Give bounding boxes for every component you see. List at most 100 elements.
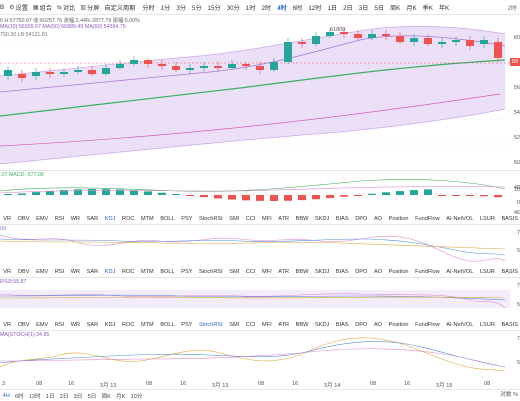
indicator-tab-sar[interactable]: SAR bbox=[86, 216, 99, 222]
indicator-tab-vr[interactable]: VR bbox=[3, 322, 12, 328]
indicator-tab-ao[interactable]: AO bbox=[373, 269, 383, 275]
custom-period-button[interactable]: 自定义周期 bbox=[104, 3, 135, 12]
indicator-tab-bbw[interactable]: BBW bbox=[295, 216, 309, 222]
indicator-tab-roc[interactable]: ROC bbox=[121, 322, 135, 328]
indicator-tab-bbw[interactable]: BBW bbox=[295, 322, 309, 328]
timeframe-tab[interactable]: 15分 bbox=[207, 4, 221, 12]
indicator-tab-mtm[interactable]: MTM bbox=[140, 216, 154, 222]
indicator-tab-kdj[interactable]: KDJ bbox=[104, 269, 116, 275]
indicator-tab-basis[interactable]: BASIS bbox=[501, 322, 518, 328]
indicator-tab-skdj[interactable]: SKDJ bbox=[314, 216, 330, 222]
timeframe-tab[interactable]: 周K bbox=[390, 4, 401, 12]
timeframe-tab[interactable]: 3分 bbox=[176, 4, 186, 12]
indicator-tab-cci[interactable]: CCI bbox=[245, 216, 256, 222]
indicator-tab-boll[interactable]: BOLL bbox=[160, 269, 175, 275]
timeframe-tab[interactable]: 2日 bbox=[343, 4, 353, 12]
timeframe-tab[interactable]: 30分 bbox=[226, 4, 240, 12]
indicator-tab-stochrsi[interactable]: StochRSI bbox=[199, 216, 223, 222]
indicator-tab-smi[interactable]: SMI bbox=[229, 322, 240, 328]
indicator-tab-atr[interactable]: ATR bbox=[278, 269, 290, 275]
indicator-tab-psy[interactable]: PSY bbox=[181, 269, 193, 275]
timeframe-tab[interactable]: 6时 bbox=[292, 4, 303, 12]
indicator-tab-ai-netvol[interactable]: AI-NetVOL bbox=[446, 322, 474, 328]
bottom-timeframe-tab[interactable]: 10分 bbox=[130, 393, 143, 400]
bottom-timeframe-tab[interactable]: 月K bbox=[116, 393, 126, 400]
indicator-tab-obv[interactable]: OBV bbox=[17, 322, 30, 328]
indicator-tab-basis[interactable]: BASIS bbox=[501, 269, 518, 275]
indicator-tab-fundflow[interactable]: FundFlow bbox=[415, 216, 440, 222]
indicator-tab-cci[interactable]: CCI bbox=[245, 322, 256, 328]
indicator-tab-smi[interactable]: SMI bbox=[229, 269, 240, 275]
indicator-tab-stochrsi[interactable]: StochRSI bbox=[199, 269, 223, 275]
indicator-tab-kdj[interactable]: KDJ bbox=[104, 322, 116, 328]
indicator-tab-sar[interactable]: SAR bbox=[86, 322, 99, 328]
bottom-timeframe-tab[interactable]: 12时 bbox=[28, 393, 41, 400]
indicator-tab-cci[interactable]: CCI bbox=[245, 269, 256, 275]
indicator-tab-vr[interactable]: VR bbox=[3, 216, 12, 222]
timeframe-tab[interactable]: 12时 bbox=[308, 4, 322, 12]
indicator-tab-dpo[interactable]: DPO bbox=[355, 269, 368, 275]
indicator-tab-emv[interactable]: EMV bbox=[36, 216, 49, 222]
indicator-tab-bbw[interactable]: BBW bbox=[295, 269, 309, 275]
compare-button[interactable]: ⇆ 对比 bbox=[57, 3, 75, 12]
bottom-timeframe-tab[interactable]: 5日 bbox=[87, 393, 97, 400]
timeframe-tab[interactable]: 2时 bbox=[261, 4, 272, 12]
timeframe-tab[interactable]: 4时 bbox=[277, 4, 287, 12]
indicator-tab-wr[interactable]: WR bbox=[70, 269, 81, 275]
indicator-tab-position[interactable]: Position bbox=[388, 269, 409, 275]
indicator-tab-basis[interactable]: BASIS bbox=[501, 216, 518, 222]
indicator-tab-rsi[interactable]: RSI bbox=[54, 322, 65, 328]
indicator-tab-atr[interactable]: ATR bbox=[278, 322, 290, 328]
indicator-tab-roc[interactable]: ROC bbox=[121, 269, 135, 275]
split-button[interactable]: ▥ 分屏 bbox=[80, 3, 99, 12]
indicator-tab-stochrsi[interactable]: StochRSI bbox=[199, 322, 223, 328]
indicator-tab-psy[interactable]: PSY bbox=[181, 322, 193, 328]
bottom-timeframe-tab[interactable]: 周K bbox=[101, 393, 111, 400]
indicator-tab-rsi[interactable]: RSI bbox=[54, 216, 65, 222]
indicator-tab-ao[interactable]: AO bbox=[373, 322, 383, 328]
bottom-timeframe-tab[interactable]: 6时 bbox=[14, 393, 24, 400]
timeframe-tab[interactable]: 3日 bbox=[358, 4, 369, 12]
bottom-timeframe-tab[interactable]: 4H bbox=[2, 392, 10, 399]
indicator-tab-fundflow[interactable]: FundFlow bbox=[415, 269, 440, 275]
indicator-tab-fundflow[interactable]: FundFlow bbox=[415, 322, 440, 328]
timeframe-tab[interactable]: 月K bbox=[406, 4, 417, 12]
indicator-tab-boll[interactable]: BOLL bbox=[160, 322, 175, 328]
indicator-tab-ai-netvol[interactable]: AI-NetVOL bbox=[446, 269, 474, 275]
indicator-tab-position[interactable]: Position bbox=[388, 216, 409, 222]
timeframe-tab[interactable]: 分时 bbox=[142, 4, 155, 12]
indicator-tab-wr[interactable]: WR bbox=[70, 322, 81, 328]
timeframe-tab[interactable]: 季K bbox=[422, 4, 433, 12]
rsi-chart[interactable] bbox=[0, 278, 510, 318]
bottom-timeframe-tab[interactable]: 3日 bbox=[73, 393, 83, 400]
stochrsi-chart[interactable] bbox=[0, 331, 510, 379]
timeframe-tab[interactable]: 1时 bbox=[245, 4, 256, 12]
indicator-tab-atr[interactable]: ATR bbox=[278, 216, 290, 222]
timeframe-tab[interactable]: 5分 bbox=[192, 4, 202, 12]
timeframe-tab[interactable]: 年K bbox=[438, 4, 450, 12]
bottom-right-controls[interactable]: 对数 % bbox=[500, 392, 518, 398]
indicator-tab-wr[interactable]: WR bbox=[70, 216, 81, 222]
timeframe-tab[interactable]: 1分 bbox=[160, 4, 171, 12]
indicator-tab-obv[interactable]: OBV bbox=[17, 269, 30, 275]
indicator-tab-emv[interactable]: EMV bbox=[36, 322, 49, 328]
indicator-tab-bias[interactable]: BIAS bbox=[335, 269, 349, 275]
indicator-tab-mfi[interactable]: MFI bbox=[262, 216, 272, 222]
indicator-tab-smi[interactable]: SMI bbox=[229, 216, 240, 222]
kdj-chart[interactable] bbox=[0, 225, 510, 265]
main-price-chart[interactable]: 61800 bbox=[0, 14, 520, 169]
indicator-tab-lsur[interactable]: LSUR bbox=[479, 322, 495, 328]
indicator-tab-mtm[interactable]: MTM bbox=[140, 269, 154, 275]
indicator-tab-sar[interactable]: SAR bbox=[86, 269, 99, 275]
indicator-tab-mtm[interactable]: MTM bbox=[140, 322, 154, 328]
indicator-tab-roc[interactable]: ROC bbox=[121, 216, 135, 222]
indicator-tab-vr[interactable]: VR bbox=[3, 269, 12, 275]
indicator-tab-mfi[interactable]: MFI bbox=[262, 269, 272, 275]
indicator-tab-ai-netvol[interactable]: AI-NetVOL bbox=[446, 216, 474, 222]
indicator-tab-emv[interactable]: EMV bbox=[36, 269, 49, 275]
toolbar-item-b[interactable]: B bbox=[0, 4, 4, 11]
indicator-tab-skdj[interactable]: SKDJ bbox=[314, 322, 330, 328]
indicator-tab-bias[interactable]: BIAS bbox=[335, 216, 349, 222]
timeframe-tab[interactable]: 1日 bbox=[327, 4, 338, 12]
indicator-tab-kdj[interactable]: KDJ bbox=[104, 216, 116, 222]
